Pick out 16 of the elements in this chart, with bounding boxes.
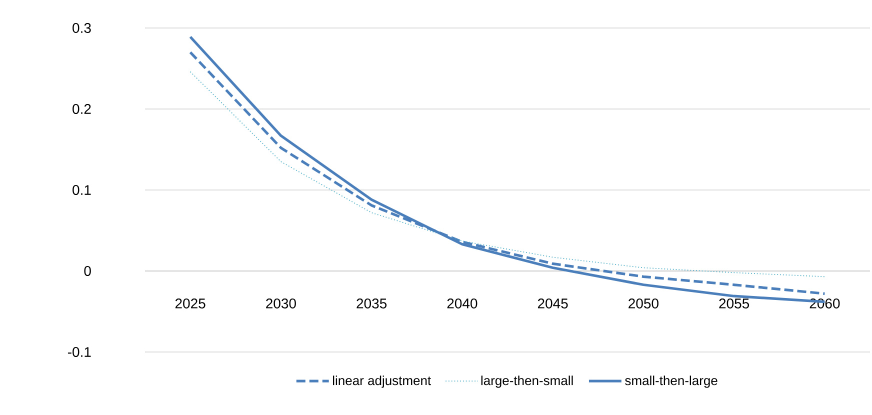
y-tick-label: 0.2 (72, 104, 91, 114)
x-tick-label: 2055 (719, 298, 750, 308)
x-tick-label: 2050 (628, 298, 658, 308)
x-tick-label: 2040 (447, 298, 478, 308)
y-tick-label: -0.1 (68, 347, 91, 357)
x-tick-label: 2030 (266, 298, 296, 308)
legend-label: small-then-large (625, 376, 718, 388)
line-series (190, 71, 826, 278)
x-tick-label: 2035 (356, 298, 387, 308)
y-tick-label: 0.1 (72, 185, 91, 195)
y-tick-label: 0.3 (72, 23, 91, 33)
y-tick-label: 0 (84, 266, 91, 276)
legend-label: large-then-small (481, 376, 573, 388)
legend-label: linear adjustment (333, 376, 431, 388)
x-tick-label: 2045 (538, 298, 568, 308)
x-tick-label: 2025 (175, 298, 206, 308)
